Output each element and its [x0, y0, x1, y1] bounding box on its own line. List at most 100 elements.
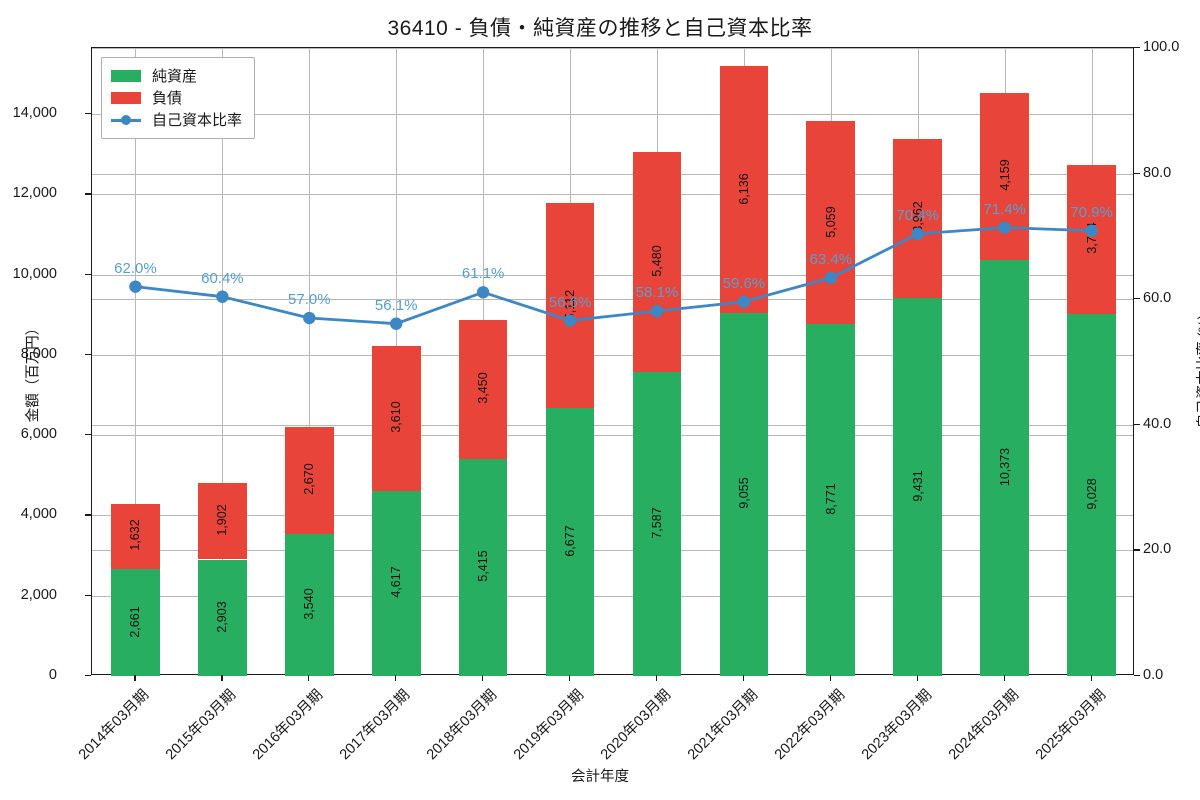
y-axis-left-title: 金額（百万円）	[25, 320, 42, 423]
gridline-horizontal	[92, 354, 1133, 356]
x-axis-tick-label: 2020年03月期	[597, 686, 675, 764]
bar-segment-liability[interactable]	[371, 345, 421, 491]
ratio-data-point[interactable]	[216, 290, 229, 303]
bar-segment-liability[interactable]	[284, 426, 334, 534]
ratio-value-label: 70.4%	[896, 206, 939, 224]
bar-segment-liability[interactable]	[458, 320, 508, 459]
y-axis-left-tick-label: 10,000	[12, 265, 57, 282]
ratio-data-point[interactable]	[563, 314, 577, 327]
x-axis-tick-label: 2016年03月期	[250, 686, 327, 764]
ratio-data-point[interactable]	[911, 227, 924, 241]
legend-label-networth: 純資産	[152, 67, 198, 85]
ratio-value-label: 60.4%	[201, 269, 244, 287]
x-axis-tick-label: 2019年03月期	[510, 686, 588, 764]
ratio-data-point[interactable]	[998, 221, 1011, 234]
gridline-horizontal	[92, 48, 1133, 49]
bar-segment-liability[interactable]	[545, 202, 595, 409]
bar-segment-liability[interactable]	[893, 138, 943, 298]
ratio-data-point[interactable]	[1085, 224, 1098, 237]
bar-segment-networth[interactable]	[458, 458, 508, 676]
legend-item-liability: 負債	[111, 87, 242, 109]
x-axis-tick-mark	[134, 675, 136, 681]
ratio-data-point[interactable]	[476, 286, 490, 299]
y-axis-right-title: 自己資本比率 (%)	[1196, 314, 1200, 429]
ratio-data-point[interactable]	[737, 295, 751, 308]
x-axis-tick-mark	[482, 675, 484, 681]
y-axis-left-tick-mark	[85, 273, 91, 275]
x-axis-title: 会計年度	[571, 769, 629, 785]
legend-label-equity-ratio: 自己資本比率	[152, 111, 243, 129]
ratio-value-label: 71.4%	[983, 200, 1026, 218]
y-axis-right-tick-label: 80.0	[1143, 164, 1172, 181]
bar-segment-networth[interactable]	[719, 312, 769, 676]
gridline-horizontal	[92, 435, 1133, 437]
ratio-line-series	[129, 221, 1098, 330]
gridline-horizontal	[92, 550, 1133, 552]
y-axis-right-tick-label: 40.0	[1143, 415, 1172, 432]
y-axis-left-tick-mark	[85, 514, 91, 516]
y-axis-right-tick-mark	[1134, 549, 1140, 551]
ratio-value-label: 62.0%	[114, 259, 157, 277]
y-axis-left-tick-mark	[85, 594, 91, 596]
legend-line-marker-equity-ratio	[111, 114, 141, 126]
x-axis-tick-mark	[395, 675, 397, 681]
bar-segment-networth[interactable]	[198, 559, 247, 676]
bar-segment-networth[interactable]	[371, 490, 421, 676]
bar-segment-liability[interactable]	[198, 483, 247, 560]
x-axis-tick-label: 2025年03月期	[1032, 686, 1109, 764]
y-axis-left-tick-label: 6,000	[20, 426, 57, 443]
y-axis-left-tick-mark	[85, 193, 91, 195]
legend-label-liability: 負債	[152, 89, 183, 107]
bar-segment-liability[interactable]	[111, 503, 160, 570]
x-axis-tick-mark	[829, 675, 831, 681]
ratio-data-point[interactable]	[650, 304, 664, 318]
y-axis-right-tick-label: 0.0	[1143, 667, 1164, 683]
x-axis-tick-label: 2021年03月期	[684, 686, 762, 764]
y-axis-right-tick-mark	[1134, 298, 1140, 300]
ratio-data-point[interactable]	[303, 311, 316, 325]
x-axis-tick-mark	[916, 675, 918, 681]
gridline-horizontal	[92, 173, 1133, 175]
bar-segment-networth[interactable]	[284, 533, 334, 676]
ratio-value-label: 58.1%	[635, 284, 679, 302]
bar-segment-networth[interactable]	[980, 259, 1029, 676]
bar-segment-networth[interactable]	[545, 408, 595, 676]
x-axis-tick-mark	[569, 675, 571, 681]
bar-segment-networth[interactable]	[893, 297, 943, 676]
y-axis-left-tick-mark	[85, 113, 91, 115]
bar-segment-liability[interactable]	[632, 151, 682, 372]
ratio-data-point[interactable]	[824, 271, 837, 285]
x-axis-tick-mark	[1090, 675, 1092, 681]
ratio-data-point[interactable]	[129, 280, 142, 293]
y-axis-left-tick-label: 4,000	[20, 506, 57, 523]
gridline-horizontal	[92, 299, 1133, 301]
bar-segment-networth[interactable]	[111, 569, 160, 676]
gridline-horizontal	[92, 114, 1133, 116]
y-axis-right-tick-mark	[1134, 675, 1140, 677]
ratio-value-label: 70.9%	[1070, 203, 1113, 221]
bar-segment-networth[interactable]	[1067, 313, 1116, 676]
x-axis-tick-mark	[308, 675, 310, 681]
legend-swatch-liability	[111, 92, 141, 104]
y-axis-right-tick-mark	[1134, 47, 1140, 49]
legend-item-networth: 純資産	[111, 65, 242, 87]
y-axis-right-tick-label: 60.0	[1143, 290, 1172, 307]
ratio-data-point[interactable]	[390, 317, 403, 330]
legend-item-equity-ratio: 自己資本比率	[111, 109, 242, 131]
bar-segment-networth[interactable]	[806, 324, 856, 676]
bar-segment-liability[interactable]	[806, 121, 856, 325]
bar-segment-networth[interactable]	[632, 371, 682, 676]
chart-legend: 純資産 負債 自己資本比率	[101, 57, 256, 139]
gridline-vertical	[222, 48, 224, 674]
x-axis-tick-label: 2014年03月期	[76, 686, 153, 764]
ratio-value-label: 63.4%	[809, 250, 853, 268]
y-axis-left-tick-label: 0	[48, 667, 57, 683]
legend-swatch-networth	[111, 70, 141, 82]
ratio-value-label: 59.6%	[722, 274, 766, 292]
x-axis-tick-mark	[221, 675, 223, 681]
gridline-horizontal	[92, 194, 1133, 196]
bar-segment-liability[interactable]	[719, 66, 769, 313]
bar-segment-liability[interactable]	[1067, 165, 1116, 314]
x-axis-tick-mark	[655, 675, 658, 681]
y-axis-right-tick-label: 20.0	[1143, 541, 1172, 558]
